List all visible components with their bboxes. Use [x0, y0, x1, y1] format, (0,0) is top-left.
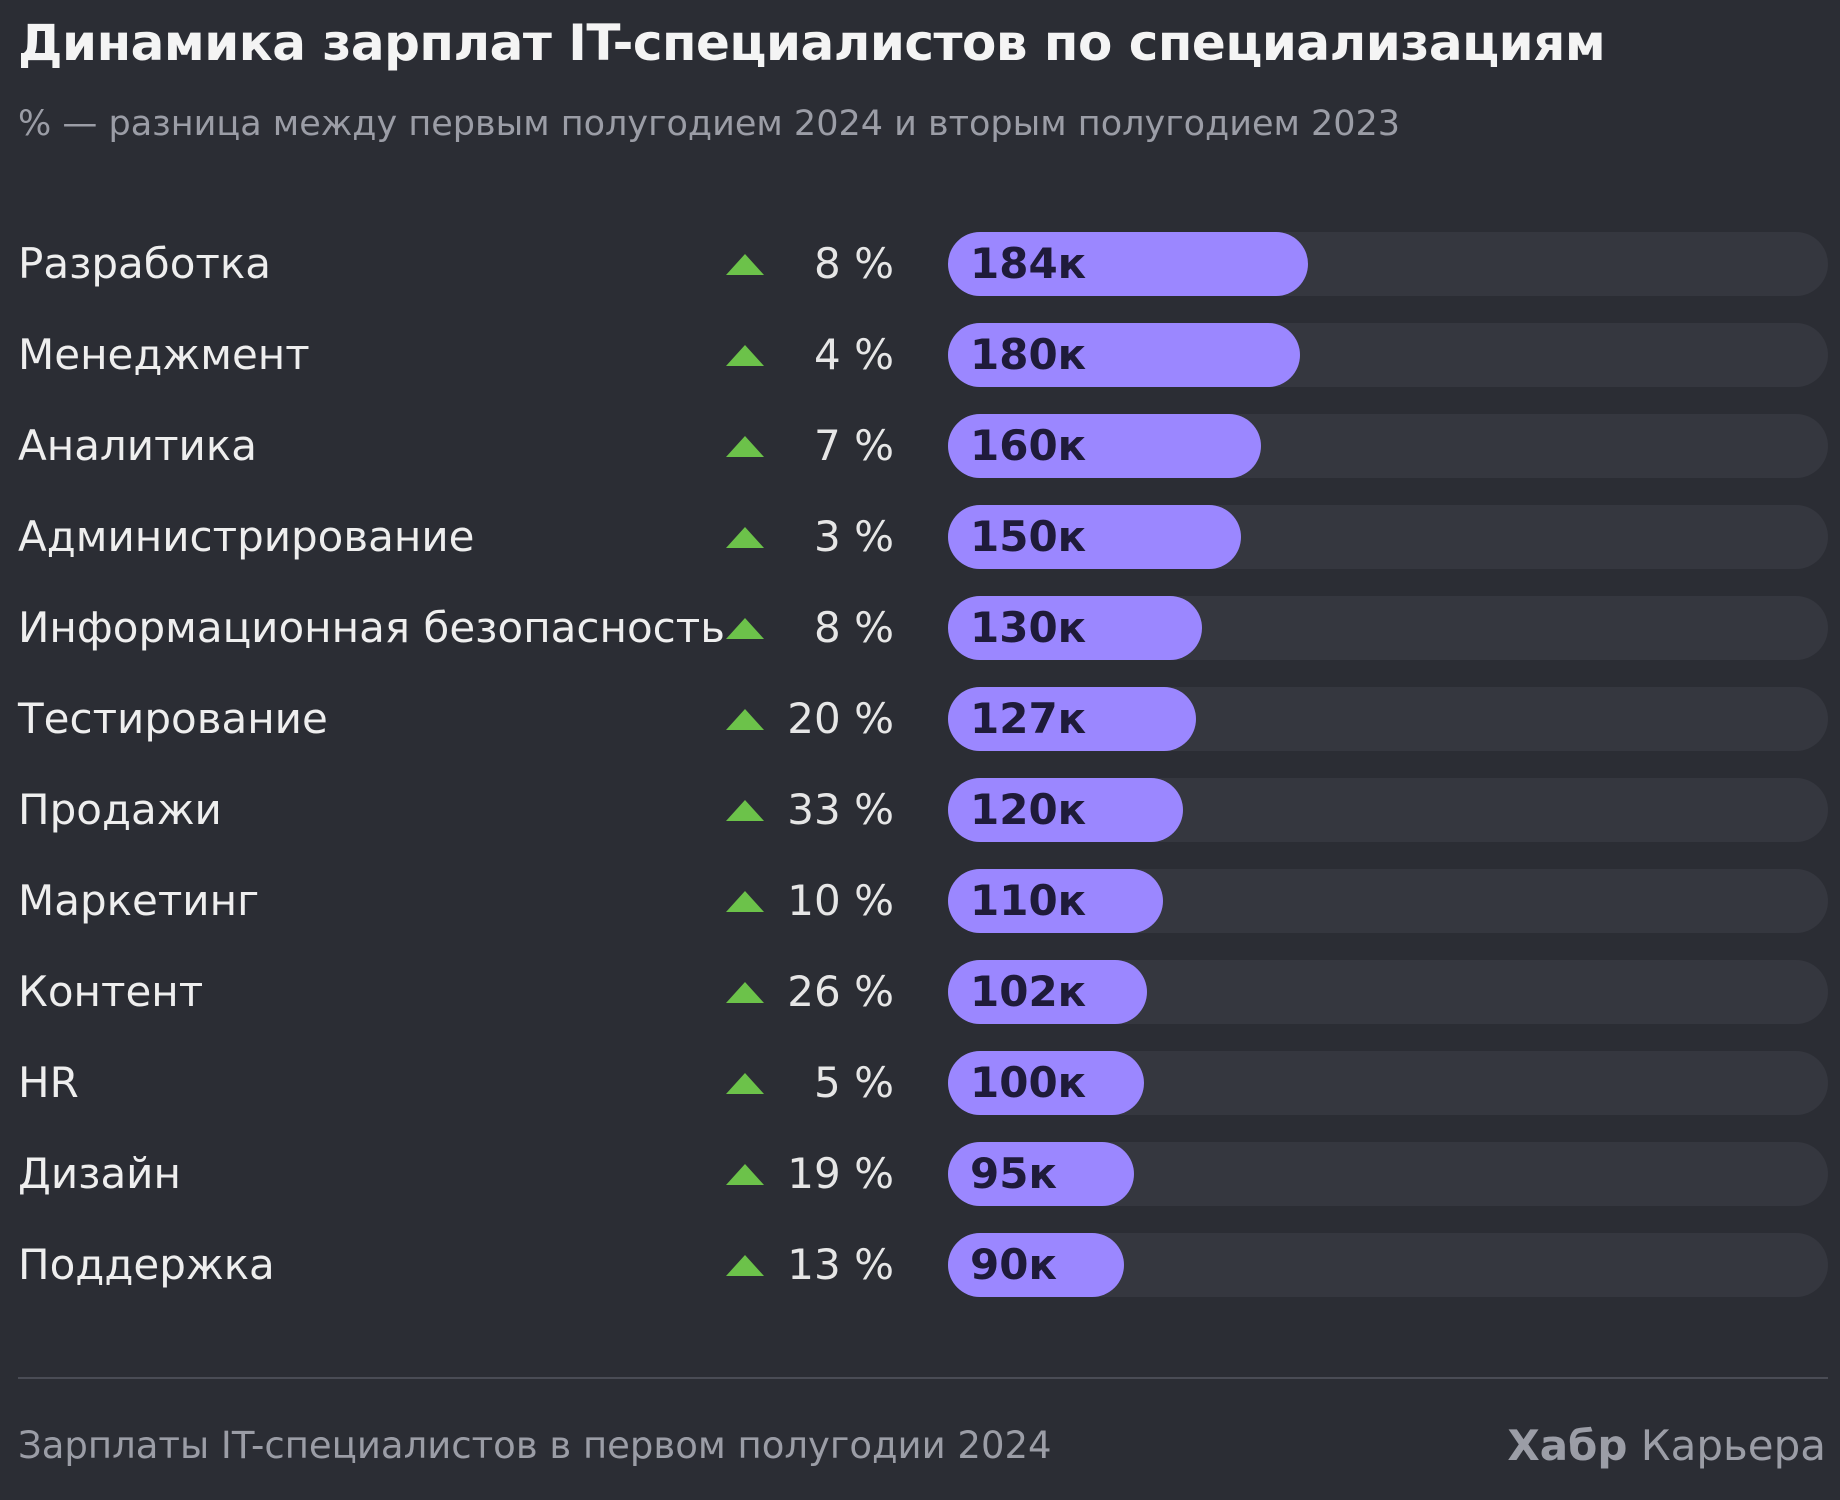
chart-row: Аналитика 7 % 160к [0, 414, 1840, 478]
category-label: Аналитика [18, 421, 257, 470]
footer-note: Зарплаты IT-специалистов в первом полуго… [18, 1424, 1052, 1467]
chart-row: Информационная безопасность 8 % 130к [0, 596, 1840, 660]
chart-row: Администрирование 3 % 150к [0, 505, 1840, 569]
trend-up-icon [726, 527, 764, 548]
trend-up-icon [726, 891, 764, 912]
salary-value-label: 110к [970, 876, 1087, 925]
chart-row: Менеджмент 4 % 180к [0, 323, 1840, 387]
salary-value-label: 102к [970, 967, 1087, 1016]
change-percent-label: 4 % [814, 330, 894, 379]
chart-row: Поддержка 13 % 90к [0, 1233, 1840, 1297]
trend-up-icon [726, 254, 764, 275]
category-label: Администрирование [18, 512, 475, 561]
footer-divider [18, 1377, 1828, 1379]
category-label: Продажи [18, 785, 222, 834]
trend-up-icon [726, 1164, 764, 1185]
category-label: Маркетинг [18, 876, 260, 925]
category-label: Контент [18, 967, 204, 1016]
salary-value-label: 160к [970, 421, 1087, 470]
chart-row: Тестирование 20 % 127к [0, 687, 1840, 751]
change-percent-label: 3 % [814, 512, 894, 561]
chart-row: Маркетинг 10 % 110к [0, 869, 1840, 933]
salary-bar [948, 414, 1261, 478]
change-percent-label: 33 % [787, 785, 894, 834]
chart-subtitle: % — разница между первым полугодием 2024… [18, 104, 1401, 144]
salary-value-label: 120к [970, 785, 1087, 834]
chart-row: Контент 26 % 102к [0, 960, 1840, 1024]
chart-row: Разработка 8 % 184к [0, 232, 1840, 296]
category-label: Информационная безопасность [18, 603, 725, 652]
salary-value-label: 100к [970, 1058, 1087, 1107]
salary-bar [948, 687, 1196, 751]
salary-value-label: 95к [970, 1149, 1057, 1198]
salary-bar [948, 778, 1183, 842]
trend-up-icon [726, 1073, 764, 1094]
trend-up-icon [726, 709, 764, 730]
category-label: Поддержка [18, 1240, 275, 1289]
category-label: Тестирование [18, 694, 328, 743]
change-percent-label: 19 % [787, 1149, 894, 1198]
change-percent-label: 26 % [787, 967, 894, 1016]
salary-bar [948, 869, 1163, 933]
salary-bar [948, 960, 1147, 1024]
trend-up-icon [726, 800, 764, 821]
chart-row: Продажи 33 % 120к [0, 778, 1840, 842]
brand-logo: Хабр Карьера [1507, 1421, 1826, 1470]
salary-value-label: 130к [970, 603, 1087, 652]
salary-bar [948, 505, 1241, 569]
category-label: Дизайн [18, 1149, 181, 1198]
salary-bar [948, 1233, 1124, 1297]
salary-value-label: 150к [970, 512, 1087, 561]
category-label: Разработка [18, 239, 271, 288]
trend-up-icon [726, 982, 764, 1003]
salary-value-label: 180к [970, 330, 1087, 379]
salary-bar [948, 232, 1308, 296]
change-percent-label: 5 % [814, 1058, 894, 1107]
brand-name-bold: Хабр [1507, 1421, 1628, 1470]
trend-up-icon [726, 618, 764, 639]
salary-bar [948, 596, 1202, 660]
chart-title: Динамика зарплат IT-специалистов по спец… [18, 14, 1606, 72]
brand-name-regular: Карьера [1627, 1421, 1826, 1470]
salary-bar [948, 1051, 1144, 1115]
category-label: HR [18, 1058, 79, 1107]
change-percent-label: 8 % [814, 603, 894, 652]
salary-bar [948, 323, 1300, 387]
change-percent-label: 7 % [814, 421, 894, 470]
trend-up-icon [726, 436, 764, 457]
salary-bar [948, 1142, 1134, 1206]
change-percent-label: 20 % [787, 694, 894, 743]
category-label: Менеджмент [18, 330, 310, 379]
salary-value-label: 184к [970, 239, 1087, 288]
trend-up-icon [726, 345, 764, 366]
trend-up-icon [726, 1255, 764, 1276]
change-percent-label: 13 % [787, 1240, 894, 1289]
chart-row: HR 5 % 100к [0, 1051, 1840, 1115]
chart-row: Дизайн 19 % 95к [0, 1142, 1840, 1206]
salary-value-label: 127к [970, 694, 1087, 743]
salary-value-label: 90к [970, 1240, 1057, 1289]
change-percent-label: 8 % [814, 239, 894, 288]
change-percent-label: 10 % [787, 876, 894, 925]
